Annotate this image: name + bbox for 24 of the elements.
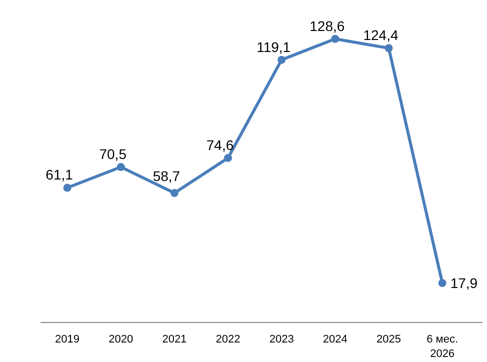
point: [63, 184, 72, 192]
data-label: 70,5: [99, 146, 127, 162]
x-tick-label: 2025: [376, 334, 401, 346]
data-label: 74,6: [206, 136, 234, 153]
x-tick-label: 2019: [55, 334, 80, 346]
x-tick-label: 6 мес. 2026: [426, 334, 458, 360]
x-tick-label: 2020: [108, 334, 134, 346]
data-label: 124,4: [363, 27, 398, 44]
data-label: 128,6: [310, 18, 345, 34]
point: [224, 154, 232, 162]
x-tick-label: 2023: [269, 334, 294, 346]
data-label: 61,1: [46, 166, 74, 183]
point: [384, 44, 393, 52]
data-label: 119,1: [256, 38, 291, 55]
data-label: 17,9: [450, 275, 478, 292]
point: [438, 279, 446, 288]
point: [331, 34, 340, 43]
x-tick-label: 2024: [322, 334, 348, 346]
x-tick-label: 2021: [162, 334, 187, 346]
point: [278, 56, 286, 64]
x-tick-label: 2022: [216, 334, 240, 346]
point: [116, 163, 125, 171]
point: [170, 189, 178, 198]
data-label: 58,7: [152, 168, 180, 184]
